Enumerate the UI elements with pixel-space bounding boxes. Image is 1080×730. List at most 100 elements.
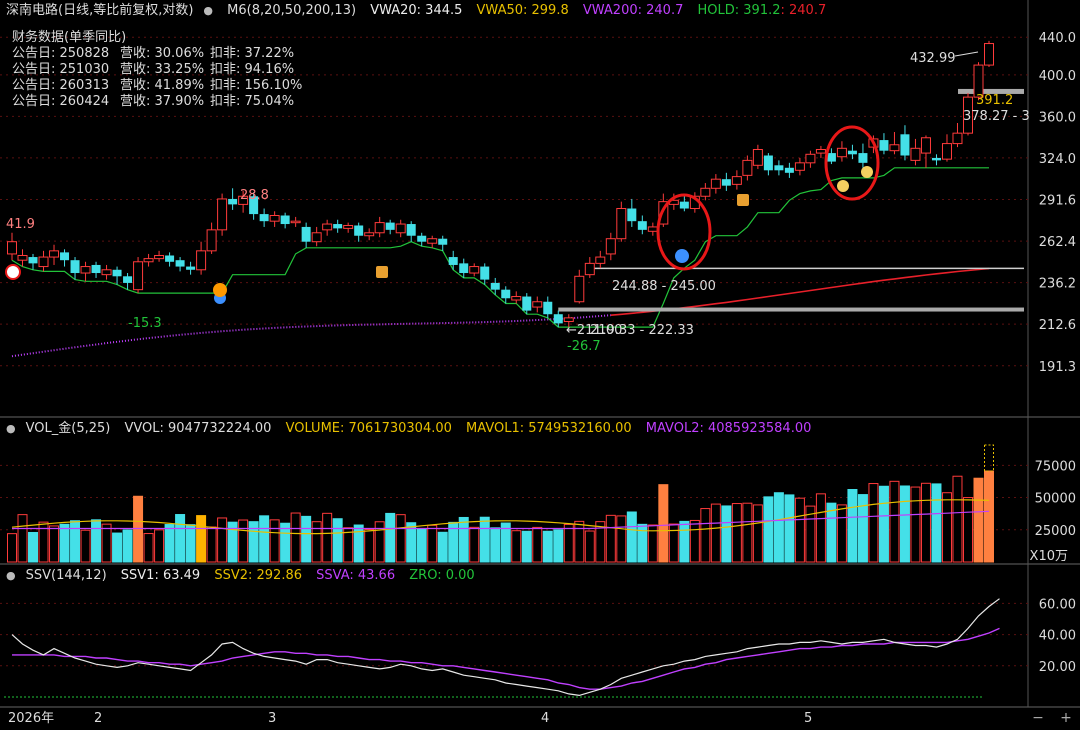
chevron-down-icon[interactable]: ● xyxy=(6,569,16,582)
volume-bar xyxy=(532,526,543,563)
chevron-down-icon[interactable]: ● xyxy=(6,422,16,435)
candle-body xyxy=(553,314,563,324)
candle-body xyxy=(354,225,364,236)
candle-body xyxy=(143,258,154,263)
candle-body xyxy=(647,226,658,232)
volume-bar xyxy=(752,504,763,563)
candle xyxy=(721,172,731,191)
candle xyxy=(941,134,952,162)
candle xyxy=(112,266,122,285)
candle-body xyxy=(123,276,133,283)
candle xyxy=(627,198,637,227)
candle xyxy=(80,261,91,282)
candle-body xyxy=(280,215,290,225)
candle-body xyxy=(7,241,17,255)
candle-body xyxy=(931,157,941,161)
candle xyxy=(501,286,511,304)
volume-bar xyxy=(206,526,217,563)
candle-body xyxy=(637,221,647,230)
volume-bar xyxy=(101,523,112,563)
candle-body xyxy=(448,257,458,265)
hold-line xyxy=(11,167,989,328)
vwa20-value: VWA20: 344.5 xyxy=(370,3,463,18)
candle-body xyxy=(101,269,112,276)
candle xyxy=(679,196,689,212)
candle xyxy=(984,40,994,68)
candle-body xyxy=(196,250,207,271)
volume-bar xyxy=(112,532,123,563)
candle xyxy=(595,250,606,269)
candle xyxy=(322,219,333,236)
volume-bar xyxy=(899,485,910,563)
volume-bar xyxy=(542,530,553,563)
buy-signal-icon xyxy=(213,283,227,297)
candle-body xyxy=(438,238,448,245)
candle-body xyxy=(900,134,910,156)
candle xyxy=(742,155,753,181)
ssv-indicator-name[interactable]: SSV(144,12) xyxy=(25,568,107,583)
candle xyxy=(186,261,196,275)
candle xyxy=(448,250,458,270)
price-tick-label: 324.0 xyxy=(1039,152,1076,167)
candle xyxy=(175,257,185,272)
volume-bar xyxy=(668,523,679,563)
volume-bar xyxy=(616,515,627,563)
volume-bar xyxy=(710,503,721,563)
zro-value: ZRO: 0.00 xyxy=(409,568,475,583)
volume-bar xyxy=(28,531,39,563)
volume-tick-label: 50000 xyxy=(1035,492,1076,507)
candle-body xyxy=(406,224,416,236)
candle-body xyxy=(731,176,742,185)
volume-bar xyxy=(889,480,900,563)
candle xyxy=(616,201,627,242)
price-high-label: 28.8 xyxy=(240,188,269,203)
candle xyxy=(858,143,868,168)
volume-bar xyxy=(973,477,984,563)
volume-bar xyxy=(427,524,438,563)
volume-bar xyxy=(311,521,322,563)
volume-bar xyxy=(553,529,564,563)
ma-params: M6(8,20,50,200,13) xyxy=(227,3,357,18)
candle-body xyxy=(616,208,627,240)
candle-body xyxy=(249,196,259,215)
candle-body xyxy=(973,64,984,98)
price-high-label: 41.9 xyxy=(6,217,35,232)
candle xyxy=(438,235,448,251)
chevron-down-icon[interactable]: ● xyxy=(203,4,214,17)
volume-bar xyxy=(584,530,595,563)
candle xyxy=(563,314,574,328)
candle-body xyxy=(112,269,122,277)
zoom-out-button[interactable]: − xyxy=(1032,710,1044,726)
volume-bar xyxy=(301,515,312,563)
volume-bar xyxy=(637,523,648,563)
candle xyxy=(574,269,585,304)
candle-body xyxy=(28,257,38,264)
vol-indicator-name[interactable]: VOL_金(5,25) xyxy=(25,421,111,436)
candle-body xyxy=(532,301,543,308)
month-label: 2 xyxy=(94,711,103,726)
volume-bar xyxy=(448,521,459,563)
candle-body xyxy=(395,223,406,234)
price-tick-label: 291.6 xyxy=(1039,193,1076,208)
volume-bar xyxy=(217,517,228,563)
hold-label: 391.2 xyxy=(976,93,1013,108)
candle xyxy=(38,250,49,272)
candle xyxy=(543,296,553,318)
month-label: 3 xyxy=(268,711,277,726)
financial-data-panel: 财务数据(单季同比) 公告日: 250828 营收: 30.06% 扣非: 37.2… xyxy=(12,30,302,110)
candle xyxy=(238,190,249,213)
volume-bar xyxy=(70,520,81,563)
zoom-in-button[interactable]: + xyxy=(1060,710,1072,726)
volume-value: VOLUME: 7061730304.00 xyxy=(285,421,452,436)
candle-body xyxy=(543,301,553,315)
price-tick-label: 212.6 xyxy=(1039,318,1076,333)
candle-body xyxy=(721,179,731,186)
candle xyxy=(91,261,101,278)
volume-bar xyxy=(164,524,175,563)
candle xyxy=(154,250,165,262)
stock-title[interactable]: 深南电路(日线,等比前复权,对数) xyxy=(6,3,194,18)
candle-body xyxy=(574,275,585,303)
month-label: 4 xyxy=(541,711,550,726)
volume-bar xyxy=(374,521,385,563)
